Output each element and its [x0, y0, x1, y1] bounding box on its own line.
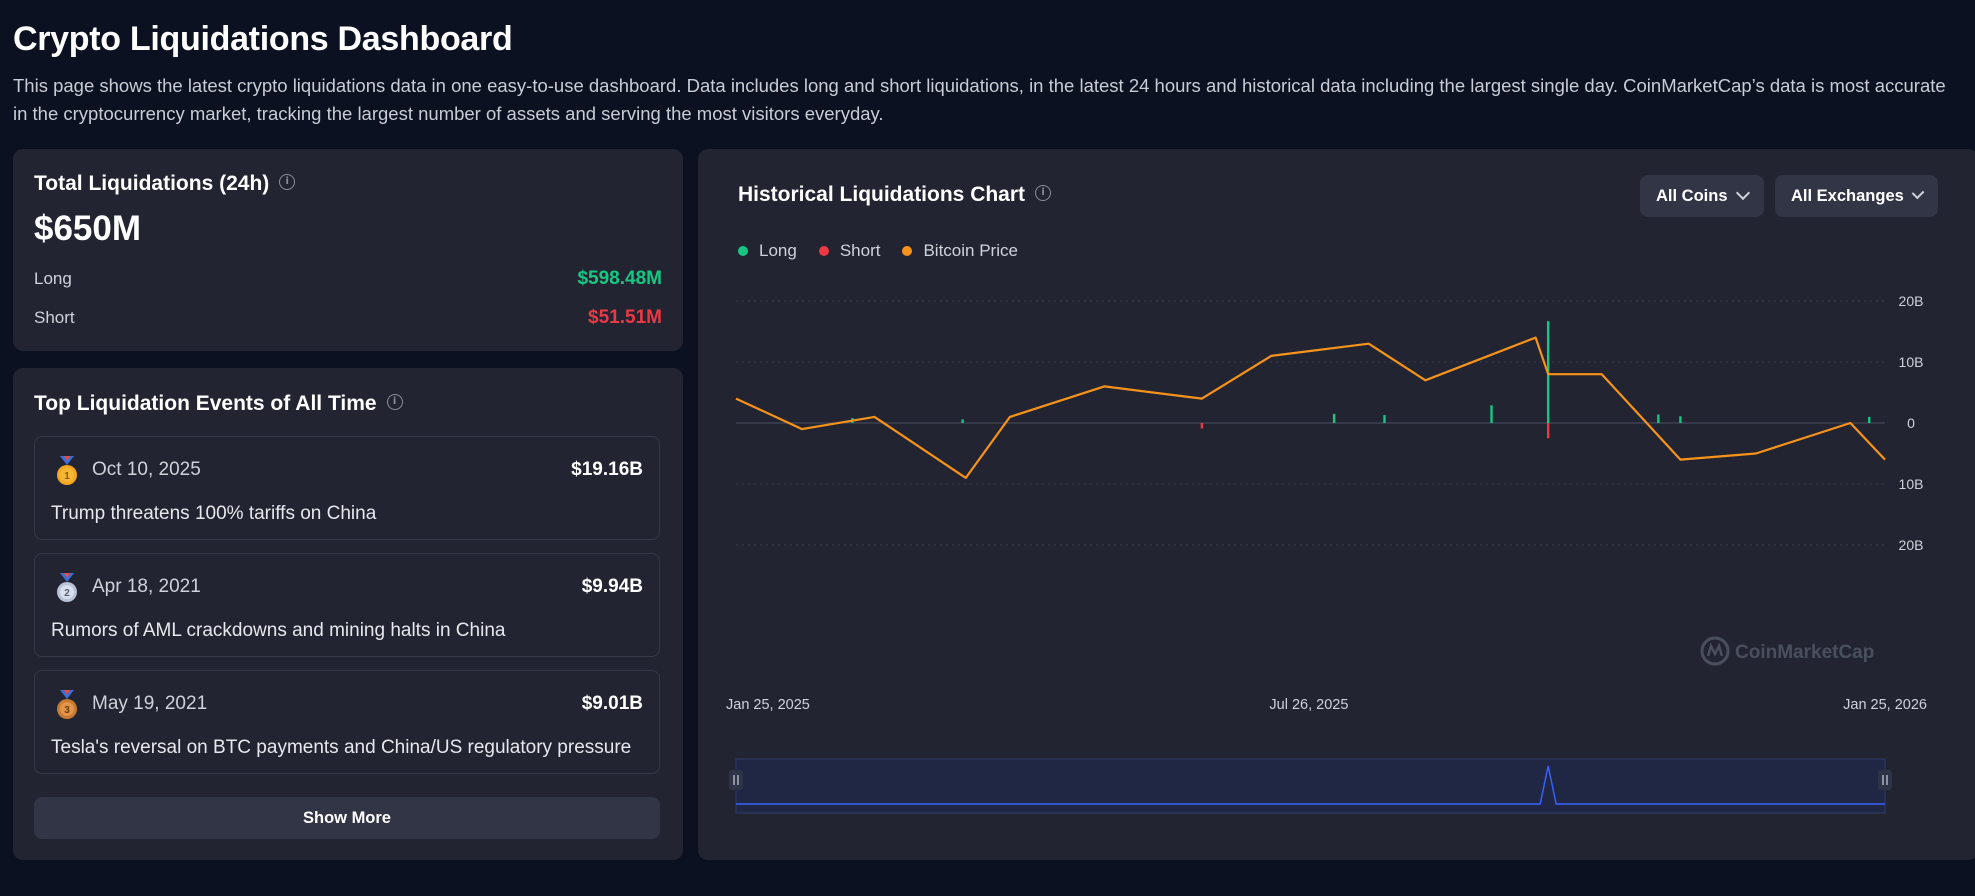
gold-medal-icon: 1 — [57, 456, 77, 485]
page-title: Crypto Liquidations Dashboard — [13, 20, 513, 58]
svg-text:3: 3 — [64, 705, 70, 716]
event-amount: $19.16B — [571, 459, 643, 480]
navigator-handle-left — [729, 770, 743, 790]
legend-label: Short — [839, 241, 881, 260]
all-exchanges-dropdown[interactable]: All Exchanges — [1775, 175, 1938, 217]
chart-title: Historical Liquidations Chart — [738, 183, 1026, 206]
legend-item-short[interactable]: Short — [818, 241, 881, 261]
x-tick-label: Jan 25, 2026 — [1843, 697, 1927, 713]
y-tick-label: 10B — [1899, 476, 1924, 492]
long-bar — [1657, 414, 1660, 423]
watermark-text: CoinMarketCap — [1735, 642, 1874, 663]
liquidations-chart[interactable]: 20B 10B 0 10B 20B Jan 25, 2025 Jul 26, 2025 Jan… — [698, 149, 1975, 860]
info-icon[interactable]: i — [1035, 185, 1052, 202]
bronze-medal-icon: 3 — [57, 690, 77, 719]
show-more-button[interactable]: Show More — [34, 797, 660, 839]
short-bar — [1200, 423, 1204, 429]
navigator-handle-right — [1878, 770, 1892, 790]
long-bar — [1868, 416, 1871, 423]
chart-heading: Historical Liquidations Chart i — [738, 183, 1052, 207]
long-bar — [1490, 405, 1493, 423]
coinmarketcap-logo-mark — [1706, 642, 1724, 657]
navigator-background — [736, 759, 1885, 813]
total-liquidations-title: Total Liquidations (24h) — [34, 172, 270, 195]
event-description: Trump threatens 100% tariffs on China — [51, 503, 377, 524]
short-label: Short — [34, 308, 75, 327]
event-description: Tesla's reversal on BTC payments and Chi… — [51, 737, 632, 758]
bitcoin-price-line — [735, 336, 1886, 479]
all-coins-label: All Coins — [1656, 186, 1728, 205]
top-events-title: Top Liquidation Events of All Time — [34, 392, 377, 415]
info-icon[interactable]: i — [279, 174, 296, 191]
chart-navigator — [729, 758, 1892, 814]
x-tick-label: Jan 25, 2025 — [726, 697, 810, 713]
legend-dot-bitcoin-price — [902, 246, 913, 256]
event-item-3[interactable]: 3 May 19, 2021 $9.01B Tesla's reversal o… — [34, 670, 660, 774]
navigator-series — [736, 765, 1885, 805]
svg-text:2: 2 — [64, 588, 70, 599]
legend-item-bitcoin-price[interactable]: Bitcoin Price — [902, 241, 1018, 261]
all-exchanges-label: All Exchanges — [1791, 186, 1904, 205]
y-tick-label: 10B — [1899, 354, 1924, 370]
long-bar — [1679, 416, 1682, 423]
legend-item-long[interactable]: Long — [738, 241, 797, 261]
long-bar — [961, 419, 964, 423]
event-description: Rumors of AML crackdowns and mining halt… — [51, 620, 506, 641]
long-value: $598.48M — [577, 268, 662, 289]
y-tick-label: 20B — [1899, 537, 1924, 553]
total-liquidations-heading: Total Liquidations (24h) i — [34, 172, 296, 196]
navigator-handle-left-grip — [729, 770, 743, 790]
coinmarketcap-watermark: CoinMarketCap — [1700, 636, 1874, 666]
long-label: Long — [34, 269, 72, 288]
top-events-heading: Top Liquidation Events of All Time i — [34, 392, 403, 416]
navigator-handle-right-grip — [1878, 770, 1892, 790]
event-amount: $9.01B — [581, 693, 643, 714]
event-date: Oct 10, 2025 — [92, 459, 201, 480]
coinmarketcap-logo-icon — [1700, 636, 1730, 666]
legend-dot-long — [738, 246, 748, 256]
y-tick-label: 20B — [1899, 293, 1924, 309]
total-liquidations-value: $650M — [34, 209, 142, 248]
chart-legend: Long Short Bitcoin Price — [738, 241, 1018, 261]
silver-medal-icon: 2 — [57, 573, 77, 602]
short-bar — [1546, 423, 1550, 439]
event-date: May 19, 2021 — [92, 693, 208, 714]
svg-text:1: 1 — [64, 471, 70, 482]
all-coins-dropdown[interactable]: All Coins — [1640, 175, 1764, 217]
page-description: This page shows the latest crypto liquid… — [13, 75, 1946, 124]
top-liquidation-events-card: Top Liquidation Events of All Time i 1 Oc… — [13, 368, 683, 860]
long-bar — [1383, 415, 1386, 423]
total-liquidations-card: Total Liquidations (24h) i $650M Long $59… — [13, 149, 683, 351]
legend-label: Long — [759, 241, 797, 260]
event-item-1[interactable]: 1 Oct 10, 2025 $19.16B Trump threatens 1… — [34, 436, 660, 540]
long-bar — [1332, 413, 1336, 423]
x-tick-label: Jul 26, 2025 — [1269, 697, 1348, 713]
event-date: Apr 18, 2021 — [92, 576, 201, 597]
event-item-2[interactable]: 2 Apr 18, 2021 $9.94B Rumors of AML crac… — [34, 553, 660, 657]
event-amount: $9.94B — [581, 576, 643, 597]
short-value: $51.51M — [588, 307, 662, 328]
y-tick-label: 0 — [1907, 415, 1915, 431]
legend-label: Bitcoin Price — [923, 241, 1018, 260]
info-icon[interactable]: i — [386, 394, 403, 411]
historical-liquidations-card: Historical Liquidations Chart i All Coins… — [698, 149, 1975, 860]
legend-dot-short — [818, 246, 829, 256]
